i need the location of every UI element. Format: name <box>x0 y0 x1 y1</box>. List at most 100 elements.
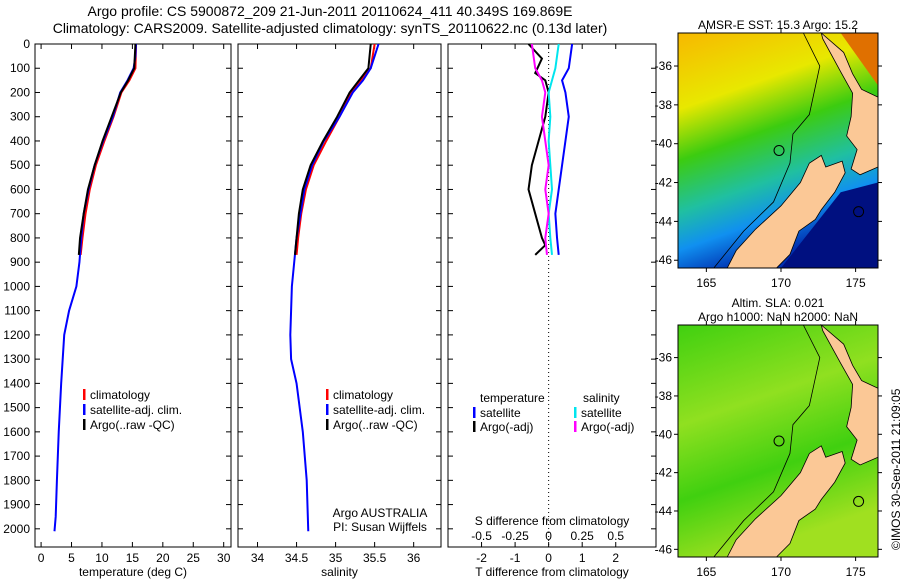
salinity-profile: 34 34.5 35 35.5 36 salinity climatologysatelli… <box>237 43 442 579</box>
legend-title: salinity <box>583 391 620 405</box>
lat-tick-label: -46 <box>655 542 673 556</box>
x-tick-label: 36 <box>407 551 421 565</box>
legend-label: Argo(-adj) <box>480 420 533 434</box>
legend-label: climatology <box>90 388 150 402</box>
isobath <box>713 324 821 558</box>
series-t-argo-adj- <box>527 43 550 256</box>
x-axis-label: temperature (deg C) <box>79 565 187 579</box>
y-tick-label: 1700 <box>3 449 30 463</box>
lat-tick-label: -42 <box>655 176 673 190</box>
legend-label: Argo(..raw -QC) <box>90 418 175 432</box>
land <box>820 323 879 466</box>
annotation: Argo AUSTRALIA <box>333 506 428 520</box>
legend-swatch <box>326 404 329 415</box>
legend-swatch <box>83 389 86 400</box>
y-tick-label: 500 <box>10 158 30 172</box>
y-tick-label: 700 <box>10 207 30 221</box>
land <box>726 445 846 558</box>
series-s-argo-adj- <box>530 43 550 255</box>
legend-label: satellite-adj. clim. <box>333 403 425 417</box>
series-climatology <box>295 43 376 255</box>
y-tick-label: 2000 <box>3 522 30 536</box>
lat-tick-label: -44 <box>655 504 673 518</box>
y-tick-label: 1500 <box>3 401 30 415</box>
warm-water <box>840 33 878 86</box>
x-tick-label: 2 <box>612 551 619 565</box>
s-tick-label: 0.5 <box>607 529 624 543</box>
argo-position-marker <box>773 435 785 447</box>
legend-swatch <box>574 407 577 418</box>
y-tick-label: 1100 <box>4 304 30 318</box>
x-axis-label: T difference from climatology <box>475 565 629 579</box>
plot-frame <box>237 43 442 548</box>
y-tick-label: 1200 <box>3 328 30 342</box>
y-tick-label: 800 <box>10 231 30 245</box>
lon-tick-label: 165 <box>696 565 716 579</box>
x-tick-label: 0 <box>545 551 552 565</box>
legend-swatch <box>574 421 577 432</box>
legend-swatch <box>83 404 86 415</box>
map-title: Argo h1000: NaN h2000: NaN <box>698 310 858 324</box>
x-tick-label: -1 <box>510 551 521 565</box>
legend-swatch <box>326 419 329 430</box>
legend-label: satellite <box>581 406 622 420</box>
x-tick-label: 30 <box>217 551 231 565</box>
lon-tick-label: 175 <box>846 276 866 290</box>
lat-tick-label: -40 <box>655 137 673 151</box>
difference-profile: -2 -1 0 1 2T difference from climatology S di… <box>447 43 657 579</box>
y-tick-label: 900 <box>10 255 30 269</box>
legend-title: temperature <box>480 391 545 405</box>
figure-title: Argo profile: CS 5900872_209 21-Jun-2011… <box>0 3 660 37</box>
y-tick-label: 600 <box>10 182 30 196</box>
plot-frame <box>34 43 232 548</box>
y-tick-label: 1000 <box>3 279 30 293</box>
y-tick-label: 400 <box>10 134 30 148</box>
land <box>726 154 846 269</box>
map-frame <box>677 324 879 558</box>
y-tick-label: 1800 <box>3 473 30 487</box>
argo-position-marker <box>773 144 785 156</box>
legend-label: Argo(-adj) <box>581 420 634 434</box>
lon-tick-label: 170 <box>771 565 791 579</box>
s-tick-label: -0.25 <box>501 529 529 543</box>
map-title: AMSR-E SST: 15.3 Argo: 15.2 <box>698 18 858 32</box>
temperature-profile: 0 5 10 15 20 25 300100200300400500600700800900… <box>3 37 232 579</box>
legend-label: satellite <box>480 406 521 420</box>
x-tick-label: 25 <box>187 551 201 565</box>
legend-swatch <box>473 407 476 418</box>
annotation: PI: Susan Wijffels <box>333 520 427 534</box>
x-tick-label: 34 <box>251 551 265 565</box>
x-tick-label: -2 <box>476 551 487 565</box>
map-title: Altim. SLA: 0.021 <box>732 296 825 310</box>
lat-tick-label: -38 <box>655 389 673 403</box>
top-axis-label: S difference from climatology <box>475 514 630 528</box>
isobath <box>713 32 821 269</box>
y-tick-label: 200 <box>10 85 30 99</box>
x-tick-label: 20 <box>156 551 170 565</box>
legend-swatch <box>326 389 329 400</box>
lat-tick-label: -38 <box>655 98 673 112</box>
lat-tick-label: -40 <box>655 427 673 441</box>
x-tick-label: 1 <box>579 551 586 565</box>
series-climatology <box>79 43 138 256</box>
s-tick-label: 0 <box>545 529 552 543</box>
y-tick-label: 1600 <box>3 425 30 439</box>
credit-text: ©IMOS 30-Sep-2011 21:09:05 <box>889 388 900 550</box>
series-argo-raw-qc- <box>77 43 137 255</box>
y-tick-label: 300 <box>10 110 30 124</box>
plot-frame <box>447 43 657 548</box>
x-tick-label: 35.5 <box>363 551 387 565</box>
s-tick-label: -0.5 <box>471 529 492 543</box>
x-tick-label: 34.5 <box>285 551 309 565</box>
land <box>820 31 879 176</box>
map-1: AMSR-E SST: 15.3 Argo: 15.2 165 170 175 -36 -… <box>655 18 882 290</box>
title-line-2: Climatology: CARS2009. Satellite-adjuste… <box>52 20 608 36</box>
x-axis-label: salinity <box>321 565 358 579</box>
lat-tick-label: -46 <box>655 253 673 267</box>
legend-label: Argo(..raw -QC) <box>333 418 418 432</box>
series-s-satellite <box>547 43 560 255</box>
series-satellite-adj-clim- <box>289 43 380 532</box>
